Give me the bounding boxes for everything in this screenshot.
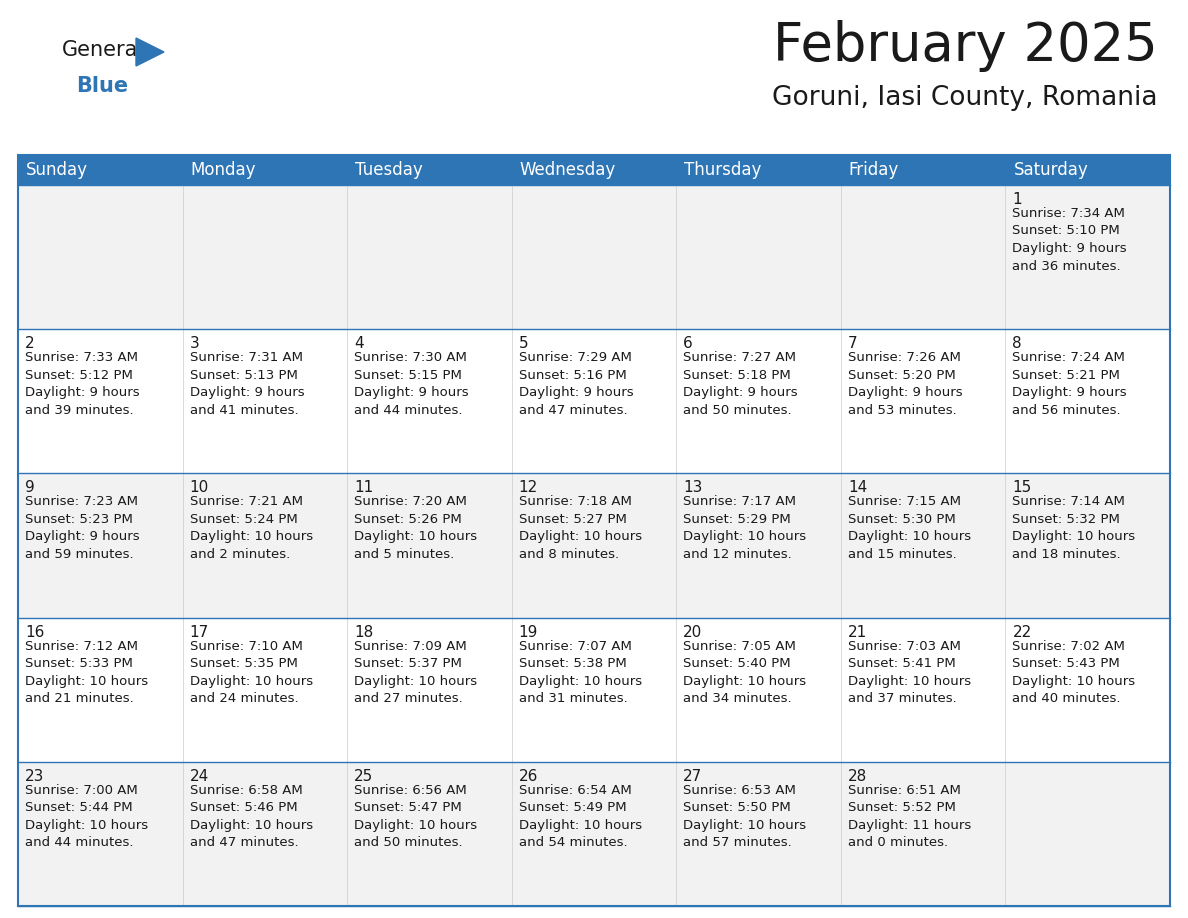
Text: Sunrise: 6:54 AM
Sunset: 5:49 PM
Daylight: 10 hours
and 54 minutes.: Sunrise: 6:54 AM Sunset: 5:49 PM Dayligh… bbox=[519, 784, 642, 849]
Text: 3: 3 bbox=[190, 336, 200, 352]
Text: 16: 16 bbox=[25, 624, 44, 640]
Text: Sunrise: 7:21 AM
Sunset: 5:24 PM
Daylight: 10 hours
and 2 minutes.: Sunrise: 7:21 AM Sunset: 5:24 PM Dayligh… bbox=[190, 496, 312, 561]
Text: Sunrise: 7:29 AM
Sunset: 5:16 PM
Daylight: 9 hours
and 47 minutes.: Sunrise: 7:29 AM Sunset: 5:16 PM Dayligh… bbox=[519, 352, 633, 417]
Bar bbox=[18, 474, 1170, 618]
Bar bbox=[18, 330, 1170, 474]
Text: 18: 18 bbox=[354, 624, 373, 640]
Text: Sunrise: 7:30 AM
Sunset: 5:15 PM
Daylight: 9 hours
and 44 minutes.: Sunrise: 7:30 AM Sunset: 5:15 PM Dayligh… bbox=[354, 352, 469, 417]
Text: Sunrise: 7:33 AM
Sunset: 5:12 PM
Daylight: 9 hours
and 39 minutes.: Sunrise: 7:33 AM Sunset: 5:12 PM Dayligh… bbox=[25, 352, 140, 417]
Text: 17: 17 bbox=[190, 624, 209, 640]
Text: Sunrise: 7:17 AM
Sunset: 5:29 PM
Daylight: 10 hours
and 12 minutes.: Sunrise: 7:17 AM Sunset: 5:29 PM Dayligh… bbox=[683, 496, 807, 561]
Text: Sunrise: 7:34 AM
Sunset: 5:10 PM
Daylight: 9 hours
and 36 minutes.: Sunrise: 7:34 AM Sunset: 5:10 PM Dayligh… bbox=[1012, 207, 1127, 273]
Text: 7: 7 bbox=[848, 336, 858, 352]
Text: 26: 26 bbox=[519, 768, 538, 784]
Text: Blue: Blue bbox=[76, 76, 128, 96]
Text: Sunrise: 7:03 AM
Sunset: 5:41 PM
Daylight: 10 hours
and 37 minutes.: Sunrise: 7:03 AM Sunset: 5:41 PM Dayligh… bbox=[848, 640, 971, 705]
Polygon shape bbox=[135, 38, 164, 66]
Text: 4: 4 bbox=[354, 336, 364, 352]
Text: Sunrise: 7:02 AM
Sunset: 5:43 PM
Daylight: 10 hours
and 40 minutes.: Sunrise: 7:02 AM Sunset: 5:43 PM Dayligh… bbox=[1012, 640, 1136, 705]
Text: Sunday: Sunday bbox=[26, 161, 88, 179]
Text: 27: 27 bbox=[683, 768, 702, 784]
Text: 23: 23 bbox=[25, 768, 44, 784]
Text: 12: 12 bbox=[519, 480, 538, 496]
Text: Friday: Friday bbox=[849, 161, 899, 179]
Text: 6: 6 bbox=[683, 336, 693, 352]
Text: Saturday: Saturday bbox=[1013, 161, 1088, 179]
Text: Sunrise: 7:24 AM
Sunset: 5:21 PM
Daylight: 9 hours
and 56 minutes.: Sunrise: 7:24 AM Sunset: 5:21 PM Dayligh… bbox=[1012, 352, 1127, 417]
Bar bbox=[18, 618, 1170, 762]
Text: Sunrise: 7:10 AM
Sunset: 5:35 PM
Daylight: 10 hours
and 24 minutes.: Sunrise: 7:10 AM Sunset: 5:35 PM Dayligh… bbox=[190, 640, 312, 705]
Text: 13: 13 bbox=[683, 480, 702, 496]
Text: 21: 21 bbox=[848, 624, 867, 640]
Bar bbox=[18, 155, 1170, 906]
Text: Sunrise: 6:51 AM
Sunset: 5:52 PM
Daylight: 11 hours
and 0 minutes.: Sunrise: 6:51 AM Sunset: 5:52 PM Dayligh… bbox=[848, 784, 971, 849]
Text: Sunrise: 7:14 AM
Sunset: 5:32 PM
Daylight: 10 hours
and 18 minutes.: Sunrise: 7:14 AM Sunset: 5:32 PM Dayligh… bbox=[1012, 496, 1136, 561]
Text: Sunrise: 7:09 AM
Sunset: 5:37 PM
Daylight: 10 hours
and 27 minutes.: Sunrise: 7:09 AM Sunset: 5:37 PM Dayligh… bbox=[354, 640, 478, 705]
Bar bbox=[18, 155, 1170, 185]
Text: 10: 10 bbox=[190, 480, 209, 496]
Text: 22: 22 bbox=[1012, 624, 1031, 640]
Text: General: General bbox=[62, 40, 144, 60]
Text: Sunrise: 7:12 AM
Sunset: 5:33 PM
Daylight: 10 hours
and 21 minutes.: Sunrise: 7:12 AM Sunset: 5:33 PM Dayligh… bbox=[25, 640, 148, 705]
Text: 8: 8 bbox=[1012, 336, 1022, 352]
Text: 9: 9 bbox=[25, 480, 34, 496]
Text: Sunrise: 7:05 AM
Sunset: 5:40 PM
Daylight: 10 hours
and 34 minutes.: Sunrise: 7:05 AM Sunset: 5:40 PM Dayligh… bbox=[683, 640, 807, 705]
Text: Sunrise: 7:00 AM
Sunset: 5:44 PM
Daylight: 10 hours
and 44 minutes.: Sunrise: 7:00 AM Sunset: 5:44 PM Dayligh… bbox=[25, 784, 148, 849]
Text: 14: 14 bbox=[848, 480, 867, 496]
Text: Wednesday: Wednesday bbox=[519, 161, 615, 179]
Text: Sunrise: 6:58 AM
Sunset: 5:46 PM
Daylight: 10 hours
and 47 minutes.: Sunrise: 6:58 AM Sunset: 5:46 PM Dayligh… bbox=[190, 784, 312, 849]
Text: Sunrise: 7:31 AM
Sunset: 5:13 PM
Daylight: 9 hours
and 41 minutes.: Sunrise: 7:31 AM Sunset: 5:13 PM Dayligh… bbox=[190, 352, 304, 417]
Text: 19: 19 bbox=[519, 624, 538, 640]
Text: 5: 5 bbox=[519, 336, 529, 352]
Text: 20: 20 bbox=[683, 624, 702, 640]
Bar bbox=[18, 762, 1170, 906]
Text: Sunrise: 7:15 AM
Sunset: 5:30 PM
Daylight: 10 hours
and 15 minutes.: Sunrise: 7:15 AM Sunset: 5:30 PM Dayligh… bbox=[848, 496, 971, 561]
Text: 11: 11 bbox=[354, 480, 373, 496]
Text: 24: 24 bbox=[190, 768, 209, 784]
Text: 1: 1 bbox=[1012, 192, 1022, 207]
Bar bbox=[18, 185, 1170, 330]
Text: Sunrise: 7:18 AM
Sunset: 5:27 PM
Daylight: 10 hours
and 8 minutes.: Sunrise: 7:18 AM Sunset: 5:27 PM Dayligh… bbox=[519, 496, 642, 561]
Text: Goruni, Iasi County, Romania: Goruni, Iasi County, Romania bbox=[772, 85, 1158, 111]
Text: 2: 2 bbox=[25, 336, 34, 352]
Text: 25: 25 bbox=[354, 768, 373, 784]
Text: Sunrise: 7:07 AM
Sunset: 5:38 PM
Daylight: 10 hours
and 31 minutes.: Sunrise: 7:07 AM Sunset: 5:38 PM Dayligh… bbox=[519, 640, 642, 705]
Text: Sunrise: 7:23 AM
Sunset: 5:23 PM
Daylight: 9 hours
and 59 minutes.: Sunrise: 7:23 AM Sunset: 5:23 PM Dayligh… bbox=[25, 496, 140, 561]
Text: Monday: Monday bbox=[190, 161, 257, 179]
Text: 15: 15 bbox=[1012, 480, 1031, 496]
Text: Thursday: Thursday bbox=[684, 161, 762, 179]
Text: 28: 28 bbox=[848, 768, 867, 784]
Text: Sunrise: 7:27 AM
Sunset: 5:18 PM
Daylight: 9 hours
and 50 minutes.: Sunrise: 7:27 AM Sunset: 5:18 PM Dayligh… bbox=[683, 352, 798, 417]
Text: February 2025: February 2025 bbox=[773, 20, 1158, 72]
Text: Sunrise: 6:53 AM
Sunset: 5:50 PM
Daylight: 10 hours
and 57 minutes.: Sunrise: 6:53 AM Sunset: 5:50 PM Dayligh… bbox=[683, 784, 807, 849]
Text: Tuesday: Tuesday bbox=[355, 161, 423, 179]
Text: Sunrise: 7:26 AM
Sunset: 5:20 PM
Daylight: 9 hours
and 53 minutes.: Sunrise: 7:26 AM Sunset: 5:20 PM Dayligh… bbox=[848, 352, 962, 417]
Text: Sunrise: 6:56 AM
Sunset: 5:47 PM
Daylight: 10 hours
and 50 minutes.: Sunrise: 6:56 AM Sunset: 5:47 PM Dayligh… bbox=[354, 784, 478, 849]
Text: Sunrise: 7:20 AM
Sunset: 5:26 PM
Daylight: 10 hours
and 5 minutes.: Sunrise: 7:20 AM Sunset: 5:26 PM Dayligh… bbox=[354, 496, 478, 561]
